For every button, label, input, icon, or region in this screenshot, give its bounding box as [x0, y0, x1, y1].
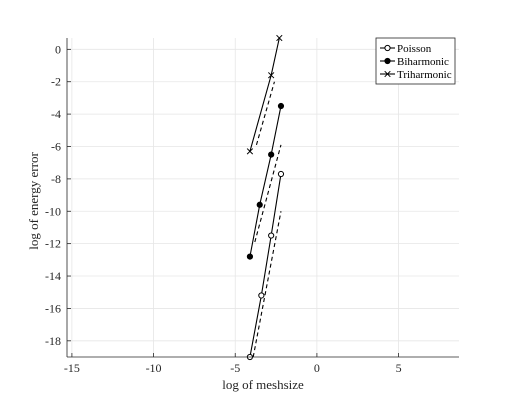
data-point-biharmonic [256, 201, 263, 208]
x-axis-label: log of meshsize [222, 377, 304, 392]
legend-marker-triharmonic-stroke [384, 70, 391, 78]
y-axis-label: log of energy error [26, 152, 41, 250]
series-line-reference-slope-4 [254, 144, 282, 243]
data-point-biharmonic [246, 253, 254, 260]
legend-marker-biharmonic [384, 57, 391, 65]
data-point-triharmonic [276, 34, 283, 42]
x-tick-label: 5 [396, 361, 402, 375]
y-tick-label: -6 [51, 139, 61, 153]
tick-labels: -15 -10 -5 0 5 0 -2 -4 -6 -8 -10 -12 -14 -16 -18 [45, 42, 402, 375]
series-line-biharmonic [249, 105, 282, 257]
data-point-triharmonic [246, 148, 254, 155]
series-layer [246, 34, 285, 361]
x-tick-label: 0 [314, 361, 320, 375]
y-tick-label: -12 [45, 237, 61, 251]
data-point-biharmonic [277, 102, 285, 110]
data-point-poisson [277, 170, 285, 178]
legend-label-triharmonic: Triharmonic [397, 69, 452, 81]
data-point-triharmonic-stroke [276, 34, 283, 42]
y-tick-label: -14 [45, 269, 61, 283]
y-tick-label: -16 [45, 301, 61, 315]
legend-marker-triharmonic [384, 70, 391, 78]
series-line-reference-slope-5 [255, 81, 275, 146]
y-tick-label: -2 [51, 75, 61, 89]
axes [66, 38, 459, 358]
legend-entry-poisson: Poisson [380, 43, 432, 55]
series-line-reference-slope-3 [252, 211, 282, 358]
x-tick-label: -10 [146, 361, 162, 375]
y-tick-label: -8 [51, 172, 61, 186]
series-triharmonic [246, 34, 283, 155]
legend-label-poisson: Poisson [397, 43, 432, 55]
series-reference-slope-4 [254, 144, 282, 243]
y-tick-label: -4 [51, 107, 61, 121]
legend-entry-biharmonic: Biharmonic [380, 56, 449, 68]
legend-marker-poisson [384, 44, 391, 52]
grid [67, 38, 459, 357]
series-biharmonic [246, 102, 285, 260]
data-point-biharmonic [268, 151, 275, 158]
data-point-poisson [258, 292, 265, 299]
series-poisson [246, 170, 285, 361]
data-point-poisson [268, 232, 275, 239]
y-tick-label: -18 [45, 334, 61, 348]
data-point-triharmonic [268, 72, 275, 79]
y-tick-label: 0 [55, 42, 61, 56]
legend-label-biharmonic: Biharmonic [397, 56, 449, 68]
x-tick-label: -15 [64, 361, 80, 375]
y-tick-label: -10 [45, 204, 61, 218]
legend-entry-triharmonic: Triharmonic [380, 69, 452, 81]
series-line-poisson [249, 173, 282, 358]
series-reference-slope-5 [255, 81, 275, 146]
series-reference-slope-3 [252, 211, 282, 358]
data-point-triharmonic-stroke [246, 148, 254, 155]
x-tick-label: -5 [230, 361, 240, 375]
data-point-triharmonic-stroke [268, 72, 275, 79]
